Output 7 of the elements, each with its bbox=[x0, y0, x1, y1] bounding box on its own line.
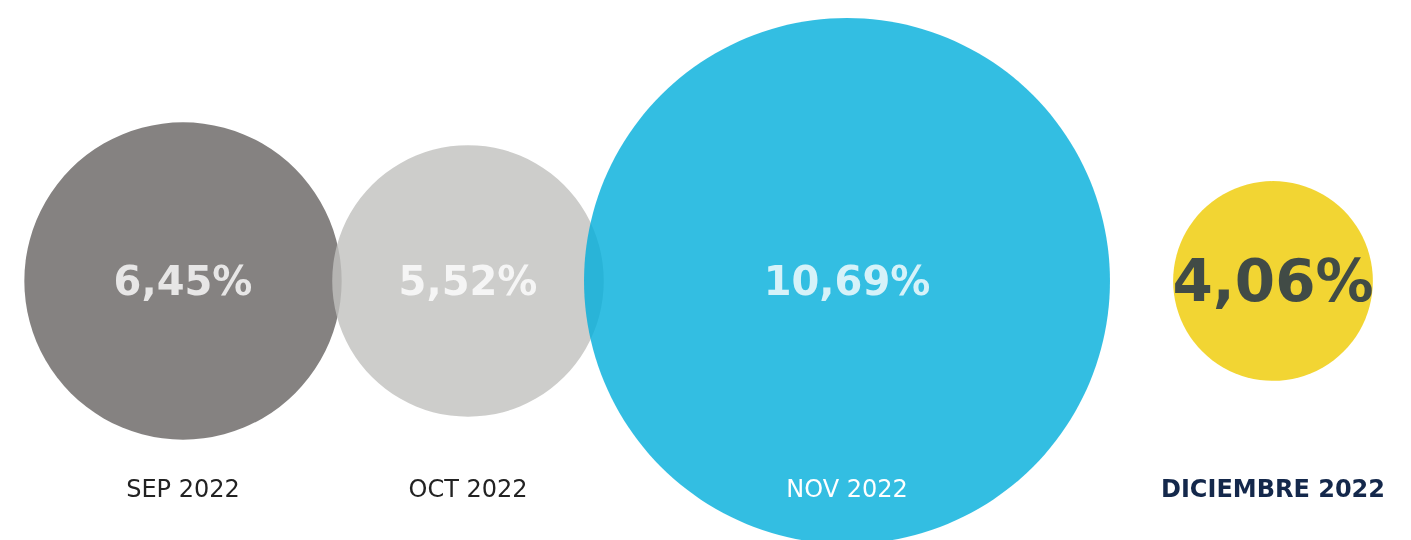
data-label: 10,69% bbox=[763, 258, 931, 304]
category-label: DICIEMBRE 2022 bbox=[1161, 475, 1385, 503]
category-label: NOV 2022 bbox=[786, 475, 908, 503]
category-label: SEP 2022 bbox=[126, 475, 240, 503]
category-label: OCT 2022 bbox=[408, 475, 528, 503]
data-label: 6,45% bbox=[113, 258, 253, 304]
data-label: 4,06% bbox=[1172, 247, 1374, 315]
